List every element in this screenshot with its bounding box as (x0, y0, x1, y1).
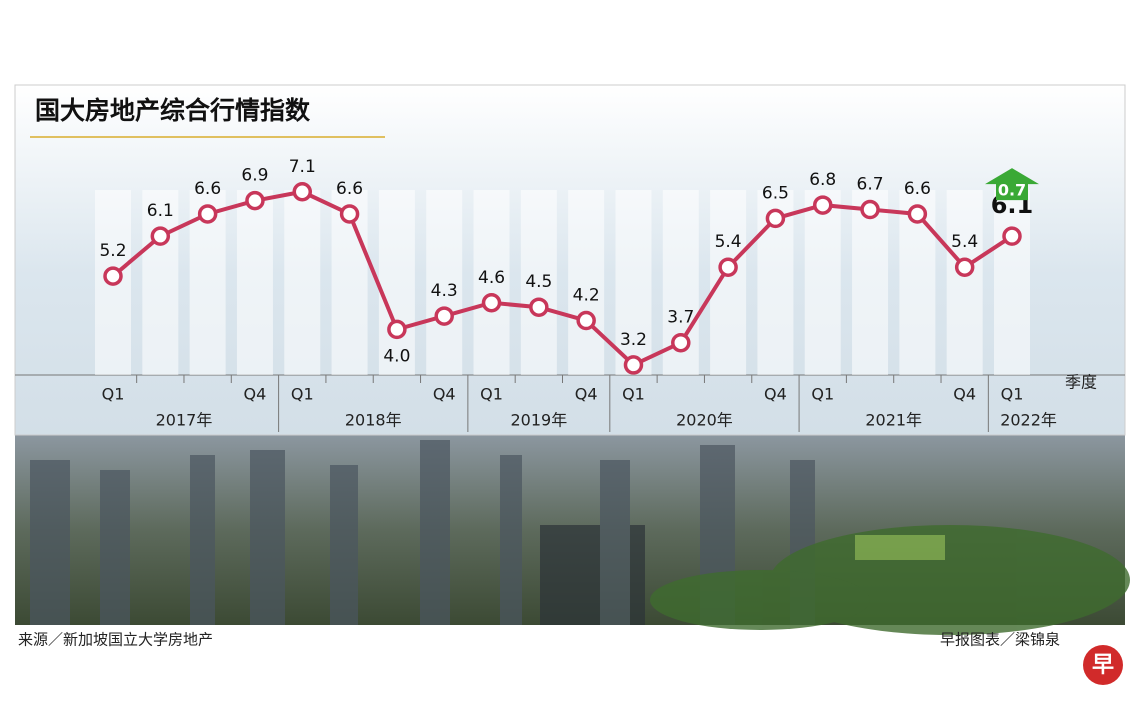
x-tick-label: Q4 (244, 385, 267, 404)
point (387, 319, 407, 340)
value-label: 5.2 (99, 241, 126, 261)
x-tick-label: Q1 (622, 385, 645, 404)
value-label: 4.3 (431, 281, 458, 301)
year-label: 2022年 (1000, 411, 1057, 430)
logo: 早 (1092, 653, 1114, 678)
logo-circle (1083, 645, 1123, 685)
greenery (650, 525, 1130, 635)
x-tick-label: Q4 (433, 385, 456, 404)
x-tick-label: Q4 (575, 385, 598, 404)
point (292, 182, 313, 202)
year-label: 2017年 (156, 411, 213, 430)
column (710, 190, 747, 375)
point (954, 257, 975, 277)
frame (14, 84, 1126, 436)
column (284, 190, 321, 375)
point (529, 297, 549, 317)
value-label: 6.1 (147, 201, 174, 221)
x-tick-label: Q1 (291, 385, 314, 404)
change-label: 0.7 (998, 181, 1026, 200)
point (576, 310, 596, 331)
column (852, 190, 889, 375)
x-tick-label: Q1 (102, 385, 125, 404)
year-label: 2019年 (510, 411, 567, 430)
point (860, 199, 880, 220)
point (907, 204, 928, 224)
point (812, 195, 833, 215)
value-label: 5.4 (715, 232, 742, 252)
value-label: 4.6 (478, 268, 505, 288)
value-label: 6.5 (762, 183, 789, 203)
value-label: 5.4 (951, 232, 978, 252)
column (804, 190, 841, 375)
x-tick-label: Q4 (764, 385, 787, 404)
x-tick-label: Q4 (953, 385, 976, 404)
point (765, 208, 786, 229)
column (946, 190, 983, 375)
value-label: 6.7 (857, 175, 884, 195)
x-tick-label: Q1 (811, 385, 834, 404)
point (245, 190, 265, 211)
column (473, 190, 510, 375)
point (197, 204, 218, 224)
change-arrow (985, 168, 1039, 201)
value-label: 6.6 (904, 179, 931, 199)
chart-title: 国大房地产综合行情指数 (35, 96, 311, 125)
value-label: 6.9 (241, 166, 268, 186)
column (568, 190, 605, 375)
value-label: 3.2 (620, 330, 647, 350)
value-label: 3.7 (667, 308, 694, 328)
x-axis-label: 季度 (1065, 373, 1097, 392)
point (481, 293, 502, 313)
x-tick-label: Q1 (1001, 385, 1024, 404)
source: 来源／新加坡国立大学房地产 (18, 631, 213, 649)
point (434, 306, 454, 326)
point (339, 204, 360, 224)
year-label: 2020年 (676, 411, 733, 430)
column (615, 190, 652, 375)
year-label: 2021年 (865, 411, 922, 430)
x-tick-label: Q1 (480, 385, 503, 404)
column (994, 190, 1030, 375)
point (150, 226, 171, 246)
value-label: 4.0 (383, 346, 410, 366)
column (142, 190, 179, 375)
point (103, 266, 123, 286)
value-label: 4.2 (573, 286, 600, 306)
value-label: 7.1 (289, 157, 316, 177)
point (1002, 226, 1022, 246)
column (520, 190, 557, 375)
column (426, 190, 463, 375)
point (623, 355, 644, 375)
value-label: 6.8 (809, 170, 836, 190)
value-label: 4.5 (525, 272, 552, 292)
buildings (30, 440, 815, 625)
column (378, 190, 415, 375)
column (236, 190, 273, 375)
value-label: 6.6 (194, 179, 221, 199)
point (671, 332, 691, 353)
value-label: 6.6 (336, 179, 363, 199)
point (718, 257, 738, 277)
year-label: 2018年 (345, 411, 402, 430)
credit: 早报图表／梁锦泉 (940, 631, 1060, 649)
